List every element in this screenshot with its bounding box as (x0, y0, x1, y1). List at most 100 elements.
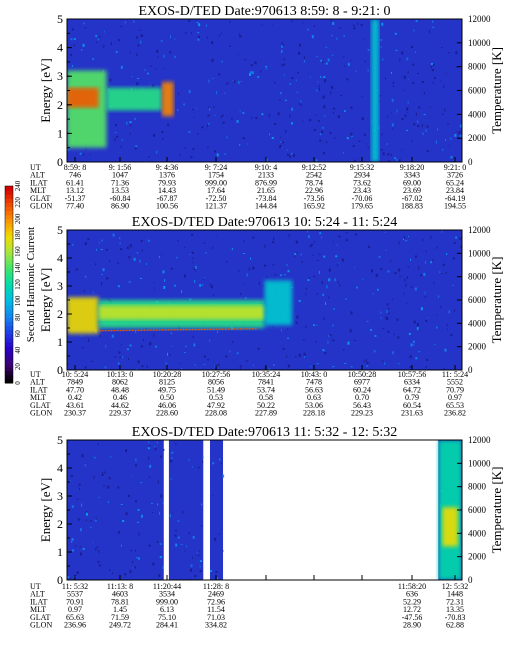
ephemeris-value: 70.91 (66, 597, 84, 606)
speckle (313, 275, 316, 277)
speckle (350, 366, 353, 368)
speckle (310, 243, 313, 246)
y-right-tick-label: 4000 (468, 318, 487, 328)
speckle (99, 334, 101, 338)
speckle (324, 79, 327, 83)
speckle (349, 329, 352, 333)
speckle (460, 245, 462, 248)
ephemeris-row-label: ALT (30, 378, 45, 387)
ephemeris-value: 10:35:24 (252, 370, 280, 379)
speckle (396, 109, 398, 113)
y-right-tick-label: 10000 (468, 248, 491, 258)
speckle (364, 60, 366, 63)
ephemeris-value: 876.99 (255, 178, 277, 187)
speckle (401, 117, 404, 120)
ephemeris-value: 12: 5:32 (442, 582, 468, 591)
speckle (231, 248, 233, 251)
speckle (459, 124, 462, 128)
speckle (313, 128, 316, 131)
speckle (286, 355, 288, 358)
speckle (281, 49, 283, 53)
speckle (321, 126, 324, 129)
speckle (122, 520, 125, 523)
speckle (339, 27, 342, 29)
speckle (189, 568, 192, 572)
ephemeris-value: 11: 5:32 (62, 582, 88, 591)
speckle (236, 352, 239, 355)
speckle (189, 298, 192, 301)
speckle (183, 352, 186, 354)
speckle (387, 153, 390, 156)
speckle (291, 20, 293, 23)
speckle (386, 143, 388, 146)
speckle (70, 474, 73, 477)
speckle (237, 53, 239, 55)
speckle (319, 139, 322, 142)
speckle (319, 232, 322, 235)
speckle (331, 34, 333, 37)
speckle (82, 547, 85, 550)
speckle (341, 258, 344, 262)
speckle (316, 56, 319, 58)
speckle (342, 151, 344, 154)
speckle (404, 278, 406, 282)
speckle (443, 368, 445, 370)
speckle (107, 485, 110, 489)
speckle (378, 95, 381, 97)
speckle (366, 320, 369, 322)
speckle (153, 133, 156, 137)
speckle (197, 38, 200, 41)
speckle (245, 296, 247, 299)
speckle (316, 259, 319, 261)
y-right-tick-label: 0 (468, 365, 473, 375)
speckle (164, 278, 166, 282)
y-axis-label: Energy [eV] (38, 58, 53, 122)
speckle (192, 335, 194, 338)
colorbar-tick-label: 200 (14, 213, 22, 224)
speckle (404, 114, 407, 117)
speckle (391, 123, 394, 127)
colorbar-label: Second Harmonic Current (25, 227, 37, 342)
ephemeris-value: -60.84 (110, 194, 131, 203)
speckle (193, 116, 195, 118)
speckle (315, 114, 317, 116)
speckle (295, 240, 298, 244)
speckle (218, 34, 220, 37)
colorbar-segment (5, 321, 13, 327)
ephemeris-value: 230.37 (64, 409, 86, 418)
speckle (332, 324, 334, 327)
speckle (303, 60, 305, 63)
speckle (324, 352, 327, 355)
speckle (298, 353, 301, 357)
speckle (101, 239, 103, 242)
speckle (201, 503, 203, 506)
speckle (392, 81, 394, 85)
speckle (308, 277, 310, 281)
speckle (145, 262, 147, 265)
speckle (345, 232, 348, 234)
speckle (177, 520, 180, 522)
speckle (69, 577, 72, 579)
speckle (128, 256, 131, 259)
ephemeris-value: 231.63 (401, 409, 423, 418)
speckle (177, 536, 180, 539)
speckle (398, 363, 400, 365)
speckle (418, 266, 420, 270)
data-segment (209, 440, 224, 580)
speckle (109, 569, 111, 572)
speckle (398, 268, 401, 272)
speckle (95, 263, 97, 266)
speckle (252, 236, 255, 239)
ephemeris-value: 10:13: 0 (107, 370, 133, 379)
speckle (84, 242, 87, 246)
y-tick-label: 2 (57, 98, 63, 112)
speckle (157, 503, 159, 506)
speckle (425, 129, 427, 133)
speckle (141, 249, 143, 252)
speckle (380, 311, 382, 314)
speckle (159, 556, 162, 559)
speckle (161, 130, 164, 133)
ephemeris-value: 0.50 (160, 393, 174, 402)
speckle (445, 73, 447, 75)
